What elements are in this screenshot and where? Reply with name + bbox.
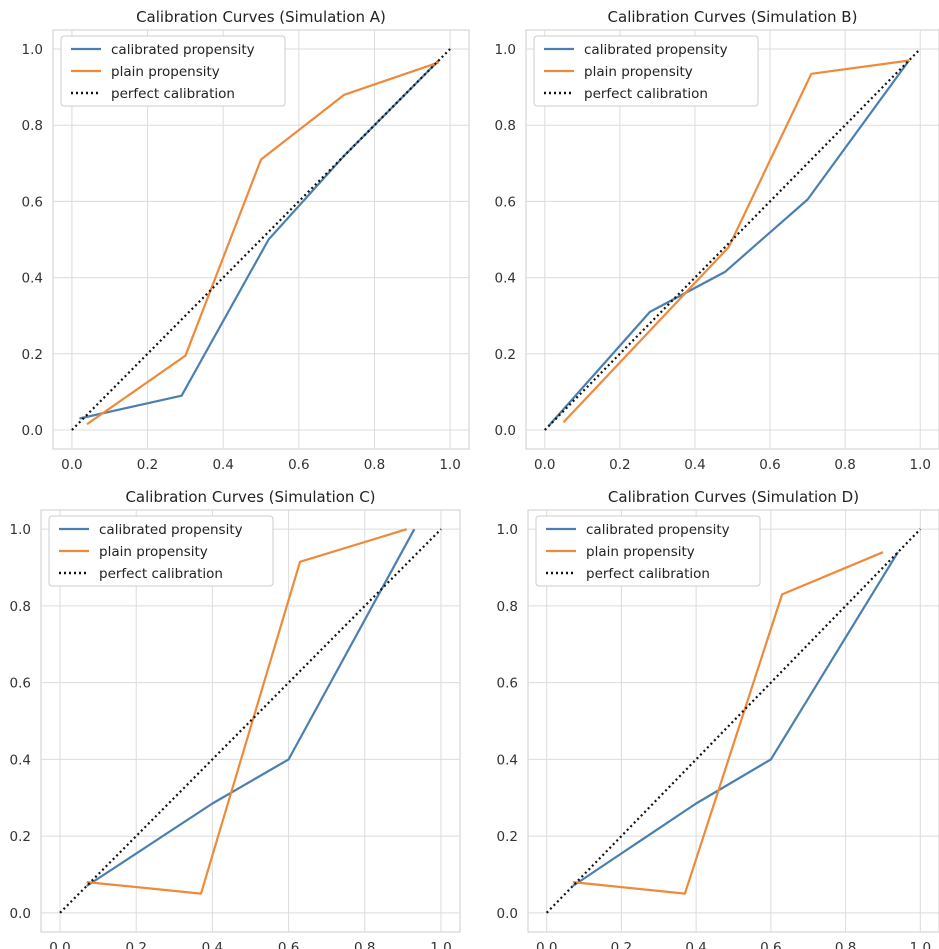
series-line-perfect-b (544, 48, 921, 431)
y-tick-label-c-4: 0.8 (10, 599, 31, 615)
legend-label-perfect-b: perfect calibration (584, 86, 708, 102)
x-tick-label-b-3: 0.6 (759, 457, 780, 473)
x-tick-label-c-5: 1.0 (430, 940, 451, 949)
x-tick-label-c-0: 0.0 (49, 940, 70, 949)
x-tick-label-a-3: 0.6 (288, 457, 309, 473)
legend-label-perfect-d: perfect calibration (586, 566, 710, 582)
y-tick-label-d-2: 0.4 (497, 752, 518, 768)
chart-title-c: Calibration Curves (Simulation C) (125, 488, 375, 506)
x-tick-label-d-5: 1.0 (910, 940, 931, 949)
y-tick-label-a-1: 0.2 (22, 347, 43, 363)
x-tick-label-d-1: 0.2 (611, 940, 632, 949)
y-tick-label-a-0: 0.0 (22, 423, 43, 439)
legend-c: calibrated propensity plain propensity per… (48, 515, 274, 587)
x-tick-label-b-2: 0.4 (684, 457, 705, 473)
legend-b: calibrated propensity plain propensity per… (533, 35, 759, 107)
y-tick-label-d-4: 0.8 (497, 599, 518, 615)
y-tick-label-b-2: 0.4 (495, 271, 516, 287)
x-tick-label-b-5: 1.0 (909, 457, 930, 473)
legend-label-plain-c: plain propensity (99, 544, 208, 560)
x-tick-label-b-1: 0.2 (609, 457, 630, 473)
legend-label-calibrated-d: calibrated propensity (586, 522, 730, 538)
x-tick-label-a-5: 1.0 (439, 457, 460, 473)
series-line-calibrated-d (572, 551, 899, 887)
y-tick-label-c-3: 0.6 (10, 676, 31, 692)
legend-box-c (48, 515, 274, 587)
legend-label-calibrated-a: calibrated propensity (111, 42, 255, 58)
legend-label-plain-d: plain propensity (586, 544, 695, 560)
legend-label-plain-b: plain propensity (584, 64, 693, 80)
legend-box-a (60, 35, 286, 107)
x-tick-label-d-3: 0.6 (760, 940, 781, 949)
series-line-calibrated-c (86, 528, 416, 887)
y-tick-label-b-1: 0.2 (495, 347, 516, 363)
x-tick-label-d-0: 0.0 (536, 940, 557, 949)
legend-label-calibrated-b: calibrated propensity (584, 42, 728, 58)
y-tick-label-a-2: 0.4 (22, 271, 43, 287)
legend-label-calibrated-c: calibrated propensity (99, 522, 243, 538)
x-tick-label-a-1: 0.2 (137, 457, 158, 473)
x-tick-label-c-1: 0.2 (125, 940, 146, 949)
x-tick-label-c-2: 0.4 (202, 940, 223, 949)
y-tick-label-c-5: 1.0 (10, 522, 31, 538)
legend-box-d (535, 515, 761, 587)
y-tick-label-c-0: 0.0 (10, 906, 31, 922)
x-tick-label-a-2: 0.4 (212, 457, 233, 473)
y-tick-label-a-5: 1.0 (22, 42, 43, 58)
x-tick-label-b-4: 0.8 (834, 457, 855, 473)
y-tick-label-b-4: 0.8 (495, 118, 516, 134)
series-line-plain-d (572, 551, 884, 895)
series-line-plain-c (86, 528, 408, 895)
chart-title-d: Calibration Curves (Simulation D) (608, 488, 859, 506)
y-tick-label-d-5: 1.0 (497, 522, 518, 538)
y-tick-label-b-3: 0.6 (495, 194, 516, 210)
legend-box-b (533, 35, 759, 107)
chart-title-a: Calibration Curves (Simulation A) (136, 8, 386, 26)
series-line-plain-b (562, 59, 910, 424)
chart-panel-b: 0.0 0.2 0.4 0.6 0.8 1.0 0.0 0.2 0.4 0.6 0.8 1.0 Cali… (495, 8, 939, 473)
x-tick-label-a-0: 0.0 (61, 457, 82, 473)
y-tick-label-a-4: 0.8 (22, 118, 43, 134)
x-tick-label-d-4: 0.8 (835, 940, 856, 949)
series-line-plain-a (86, 61, 440, 426)
x-tick-label-c-3: 0.6 (278, 940, 299, 949)
y-tick-label-c-2: 0.4 (10, 752, 31, 768)
y-tick-label-b-0: 0.0 (495, 423, 516, 439)
x-tick-label-c-4: 0.8 (354, 940, 375, 949)
legend-label-perfect-a: perfect calibration (111, 86, 235, 102)
chart-panel-d: 0.0 0.2 0.4 0.6 0.8 1.0 0.0 0.2 0.4 0.6 0.8 1.0 Cali… (497, 488, 939, 949)
x-tick-label-a-4: 0.8 (364, 457, 385, 473)
legend-d: calibrated propensity plain propensity per… (535, 515, 761, 587)
y-tick-label-d-3: 0.6 (497, 676, 518, 692)
chart-panel-c: 0.0 0.2 0.4 0.6 0.8 1.0 0.0 0.2 0.4 0.6 0.8 1.0 Cali… (10, 488, 461, 949)
legend-label-plain-a: plain propensity (111, 64, 220, 80)
legend-label-perfect-c: perfect calibration (99, 566, 223, 582)
y-tick-label-d-0: 0.0 (497, 906, 518, 922)
x-tick-label-b-0: 0.0 (534, 457, 555, 473)
y-tick-label-c-1: 0.2 (10, 829, 31, 845)
legend-a: calibrated propensity plain propensity per… (60, 35, 286, 107)
chart-panel-a: 0.0 0.2 0.4 0.6 0.8 1.0 0.0 0.2 0.4 0.6 0.8 1.0 Cali… (22, 8, 470, 473)
y-tick-label-a-3: 0.6 (22, 194, 43, 210)
y-tick-label-d-1: 0.2 (497, 829, 518, 845)
chart-title-b: Calibration Curves (Simulation B) (608, 8, 858, 26)
x-tick-label-d-2: 0.4 (685, 940, 706, 949)
series-line-perfect-c (59, 528, 442, 914)
y-tick-label-b-5: 1.0 (495, 42, 516, 58)
series-line-calibrated-b (547, 59, 910, 427)
series-line-perfect-d (545, 528, 922, 914)
